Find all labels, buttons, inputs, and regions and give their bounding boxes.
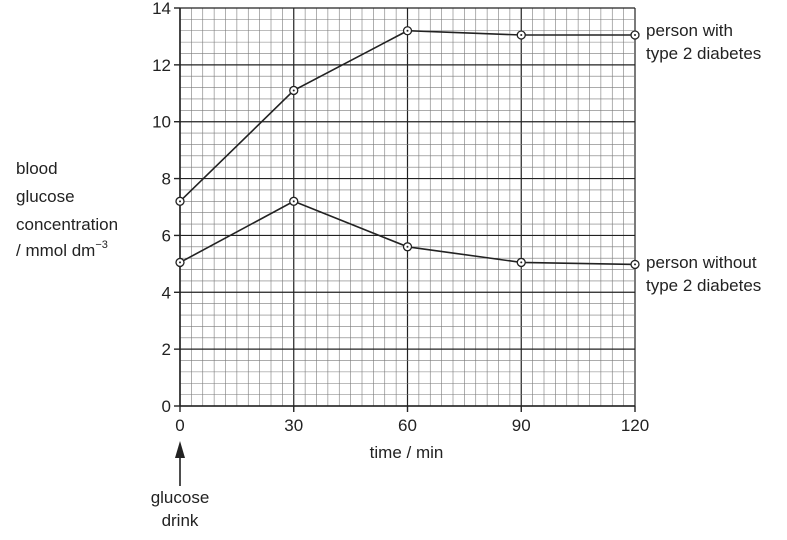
data-point-dot	[406, 245, 409, 248]
chart-axes	[174, 7, 636, 412]
y-tick-label: 6	[162, 226, 171, 245]
x-tick-label: 60	[398, 416, 417, 435]
y-tick-label: 2	[162, 340, 171, 359]
data-point-dot	[520, 261, 523, 264]
y-tick-label: 8	[162, 170, 171, 189]
chart-series	[175, 26, 640, 270]
data-point-dot	[292, 89, 295, 92]
data-point-dot	[292, 200, 295, 203]
x-tick-label: 90	[512, 416, 531, 435]
y-tick-label: 14	[152, 0, 171, 18]
y-tick-label: 12	[152, 56, 171, 75]
data-point-dot	[179, 261, 181, 264]
chart-labels: 0 2 4 6 8 10 12 14 0 30 60 90 120 time / min blood gluc…	[16, 0, 761, 530]
y-tick-label: 4	[162, 283, 171, 302]
data-point-dot	[634, 34, 636, 37]
series-label-0: person with type 2 diabetes	[646, 21, 761, 63]
annotation-text: glucose drink	[151, 488, 210, 530]
x-axis-label: time / min	[370, 443, 444, 462]
y-axis-label: blood glucose concentration / mmol dm−3	[16, 159, 118, 260]
y-tick-label: 10	[152, 113, 171, 132]
x-tick-label: 30	[284, 416, 303, 435]
annotation-arrow-head	[175, 441, 185, 458]
x-tick-label: 0	[175, 416, 184, 435]
data-point-dot	[406, 29, 409, 32]
data-point-dot	[634, 263, 636, 266]
data-point-dot	[179, 200, 181, 203]
chart-grid	[179, 7, 636, 407]
y-tick-label: 0	[162, 397, 171, 416]
data-point-dot	[520, 34, 523, 37]
x-tick-label: 120	[621, 416, 649, 435]
series-label-1: person without type 2 diabetes	[646, 253, 761, 295]
